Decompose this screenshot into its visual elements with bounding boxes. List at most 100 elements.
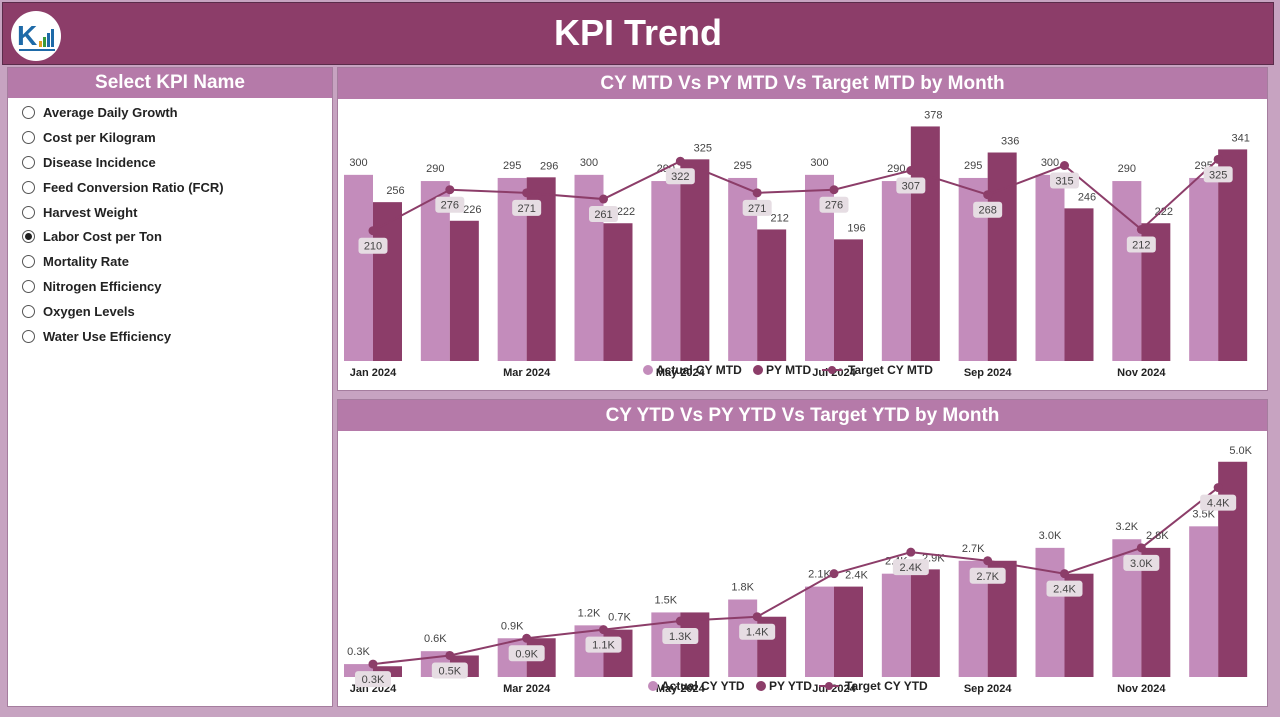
slicer-item[interactable]: Water Use Efficiency [8,324,332,349]
target-point [1136,224,1146,234]
actual-data-label: 300 [1041,157,1059,169]
target-line [372,486,1219,666]
actual-bar [1112,181,1142,361]
py-bar [449,220,479,361]
target-data-label: 271 [748,203,766,215]
target-point [1060,161,1069,171]
radio-icon[interactable] [22,105,35,119]
x-tick-label: Nov 2024 [1117,683,1166,695]
target-point [1213,154,1223,164]
target-data-label: 307 [902,181,920,193]
radio-icon[interactable] [22,130,35,144]
mtd-chart-panel: CY MTD Vs PY MTD Vs Target MTD by Month … [337,67,1268,391]
target-data-label: 1.3K [669,631,692,643]
target-point [906,166,916,176]
actual-bar [805,586,834,677]
slicer-item[interactable]: Harvest Weight [8,200,332,225]
slicer-item-label: Cost per Kilogram [43,129,156,145]
py-data-label: 222 [617,206,635,218]
slicer-item[interactable]: Oxygen Levels [8,299,332,324]
target-point [368,659,378,669]
kpi-logo-icon: K [11,11,61,61]
target-data-label-bg [1046,580,1083,597]
target-data-label: 2.7K [976,571,999,583]
target-data-label-bg [355,671,391,688]
actual-data-label: 1.8K [731,582,754,594]
header-bar: K KPI Trend [2,2,1274,65]
target-data-label: 325 [1209,169,1227,181]
target-data-label-bg [896,177,926,194]
py-data-label: 246 [1078,191,1096,203]
py-bar [910,569,940,677]
slicer-item[interactable]: Nitrogen Efficiency [8,274,332,299]
legend-py-icon [756,681,766,691]
actual-data-label: 1.5K [655,594,678,606]
target-data-label: 322 [671,171,689,183]
slicer-title: Select KPI Name [8,68,332,98]
target-data-label: 1.1K [592,640,615,652]
radio-icon[interactable] [22,180,35,194]
target-data-label: 271 [517,203,535,215]
radio-icon[interactable] [22,155,35,169]
slicer-item-label: Nitrogen Efficiency [43,279,162,295]
target-point [1213,483,1223,493]
target-data-label: 1.4K [746,627,769,639]
actual-bar [344,174,373,361]
target-point [1136,543,1146,553]
target-data-label-bg [892,559,929,576]
slicer-item[interactable]: Disease Incidence [8,150,332,175]
target-point [368,226,378,236]
slicer-item[interactable]: Labor Cost per Ton [8,224,332,249]
target-data-label-bg [742,199,772,216]
actual-data-label: 3.2K [1116,521,1139,533]
py-bar [987,152,1017,361]
slicer-item-label: Disease Incidence [43,154,156,170]
py-bar [680,612,710,677]
radio-icon[interactable] [22,205,35,219]
target-data-label-bg [589,206,618,223]
radio-selected-icon[interactable] [22,230,35,244]
ytd-chart-panel: CY YTD Vs PY YTD Vs Target YTD by Month … [337,399,1268,707]
actual-data-label: 1.2K [578,607,601,619]
radio-icon[interactable] [22,329,35,343]
actual-bar [574,174,604,361]
x-tick-label: Mar 2024 [503,367,551,379]
target-data-label-bg [1123,554,1160,571]
slicer-item[interactable]: Mortality Rate [8,249,332,274]
actual-bar [881,573,911,677]
py-bar [834,586,863,677]
radio-icon[interactable] [22,255,35,269]
page-title: KPI Trend [553,12,723,53]
target-data-label: 3.0K [1130,558,1153,570]
slicer-item-label: Harvest Weight [43,204,138,220]
actual-data-label: 0.3K [347,646,370,658]
slicer-item[interactable]: Average Daily Growth [8,100,332,125]
slicer-list: Average Daily Growth Cost per Kilogram Dis… [8,98,332,349]
target-data-label: 315 [1055,176,1073,188]
actual-data-label: 0.9K [501,620,524,632]
radio-icon[interactable] [22,305,35,319]
actual-data-label: 295 [503,160,521,172]
x-tick-label: May 2024 [656,683,706,695]
radio-icon[interactable] [22,280,35,294]
py-data-label: 196 [847,222,865,234]
target-data-label: 210 [364,241,382,253]
slicer-item[interactable]: Cost per Kilogram [8,125,332,150]
py-data-label: 5.0K [1229,445,1252,457]
target-data-label: 212 [1132,239,1150,251]
target-data-label-bg [662,628,699,645]
py-data-label: 296 [540,160,558,172]
actual-data-label: 290 [1118,163,1136,175]
legend-actual: Actual CY YTD [661,679,745,693]
slicer-item-label: Feed Conversion Ratio (FCR) [43,179,224,195]
legend-target: Target CY YTD [845,679,928,693]
actual-bar [881,181,911,361]
slicer-item[interactable]: Feed Conversion Ratio (FCR) [8,175,332,200]
target-point [829,185,839,195]
py-data-label: 336 [1001,136,1019,148]
target-data-label-bg [435,196,465,213]
extra-data-label: 2.8K [1146,530,1169,542]
legend-py: PY MTD [766,363,811,377]
ytd-chart-title: CY YTD Vs PY YTD Vs Target YTD by Month [338,400,1267,431]
